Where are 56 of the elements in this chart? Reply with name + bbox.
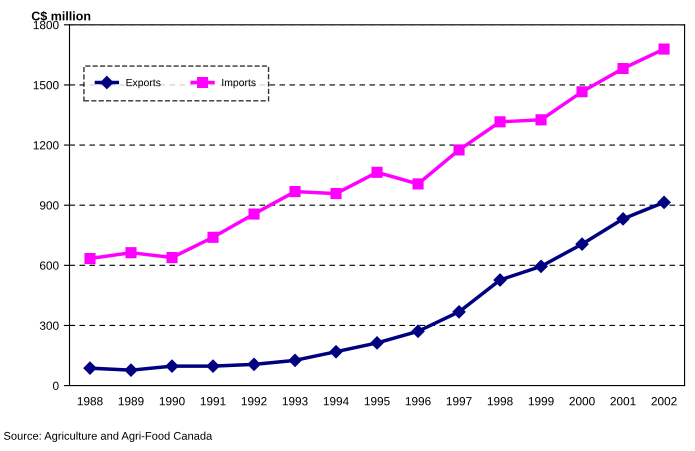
x-tick-label: 2001 xyxy=(610,397,636,406)
y-tick-label: 1200 xyxy=(34,141,59,150)
x-tick-label: 1992 xyxy=(242,397,267,406)
legend-label: Exports xyxy=(126,78,161,88)
x-tick-label: 1995 xyxy=(364,397,390,406)
point xyxy=(248,208,260,220)
source-note: Source: Agriculture and Agri-Food Canada xyxy=(4,432,212,442)
point xyxy=(166,252,178,264)
point xyxy=(493,273,507,287)
point xyxy=(453,144,465,156)
y-tick-label: 600 xyxy=(40,261,59,270)
point xyxy=(330,188,342,200)
x-tick-label: 1991 xyxy=(200,397,226,406)
x-tick-label: 1988 xyxy=(78,397,103,406)
y-tick-label: 1800 xyxy=(34,20,59,30)
point xyxy=(658,44,670,55)
x-tick-label: 2002 xyxy=(652,397,677,406)
point xyxy=(576,86,588,98)
point xyxy=(371,166,383,178)
y-tick-label: 900 xyxy=(40,201,59,210)
point xyxy=(206,360,220,373)
point xyxy=(329,345,343,358)
point xyxy=(536,114,547,126)
x-tick-label: 1998 xyxy=(488,397,513,406)
point xyxy=(534,260,548,273)
point xyxy=(452,305,466,318)
point xyxy=(288,354,302,367)
point xyxy=(165,360,179,373)
point xyxy=(494,116,506,128)
y-tick-label: 1500 xyxy=(34,80,59,90)
x-tick-label: 1999 xyxy=(528,397,554,406)
x-tick-label: 1993 xyxy=(282,397,308,406)
y-tick-label: 0 xyxy=(52,382,59,390)
x-tick-label: 1989 xyxy=(118,397,144,406)
point xyxy=(207,232,219,243)
point xyxy=(370,336,384,350)
x-tick-label: 1990 xyxy=(160,397,185,406)
point xyxy=(657,196,671,209)
point xyxy=(124,364,138,377)
point xyxy=(411,324,425,338)
point xyxy=(289,186,301,198)
point xyxy=(618,62,629,74)
x-tick-label: 1994 xyxy=(324,397,349,406)
point xyxy=(84,252,96,264)
point xyxy=(125,247,137,258)
point xyxy=(575,238,589,251)
point xyxy=(247,358,261,371)
point xyxy=(83,362,97,375)
x-tick-label: 1997 xyxy=(446,397,472,406)
x-tick-label: 1996 xyxy=(406,397,431,406)
x-tick-label: 2000 xyxy=(570,397,595,406)
legend-label: Imports xyxy=(222,78,256,88)
point xyxy=(412,178,424,190)
y-axis-title: C$ million xyxy=(32,11,90,22)
y-tick-label: 300 xyxy=(40,322,59,330)
point xyxy=(616,212,630,226)
